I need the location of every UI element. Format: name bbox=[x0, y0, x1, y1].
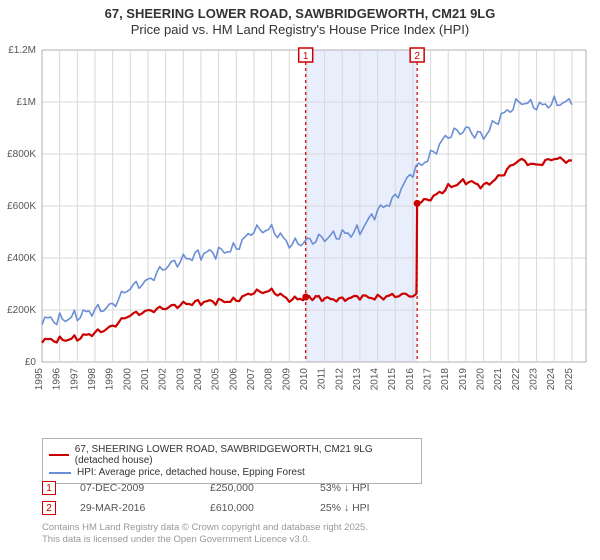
svg-text:2021: 2021 bbox=[493, 368, 504, 391]
marker-pct-1: 53% ↓ HPI bbox=[320, 482, 440, 494]
marker-badge-1: 1 bbox=[42, 481, 56, 495]
svg-text:£600K: £600K bbox=[7, 201, 36, 212]
svg-text:2011: 2011 bbox=[317, 368, 328, 390]
marker-badge-2: 2 bbox=[42, 501, 56, 515]
svg-text:£1M: £1M bbox=[17, 97, 36, 108]
svg-text:1: 1 bbox=[303, 51, 309, 62]
svg-text:£200K: £200K bbox=[7, 305, 36, 316]
legend-swatch-hpi bbox=[49, 472, 71, 474]
svg-text:2009: 2009 bbox=[281, 368, 292, 391]
svg-text:2023: 2023 bbox=[529, 368, 540, 391]
marker-table: 1 07-DEC-2009 £250,000 53% ↓ HPI 2 29-MA… bbox=[42, 478, 440, 518]
marker-date-1: 07-DEC-2009 bbox=[80, 482, 210, 494]
svg-text:2005: 2005 bbox=[211, 368, 222, 391]
svg-text:£0: £0 bbox=[25, 357, 37, 368]
svg-text:2008: 2008 bbox=[264, 368, 275, 391]
svg-text:2016: 2016 bbox=[405, 368, 416, 391]
legend-row-hpi: HPI: Average price, detached house, Eppi… bbox=[49, 467, 415, 478]
title-line2: Price paid vs. HM Land Registry's House … bbox=[0, 22, 600, 38]
svg-text:2022: 2022 bbox=[511, 368, 522, 391]
marker-date-2: 29-MAR-2016 bbox=[80, 502, 210, 514]
chart-svg: £0£200K£400K£600K£800K£1M£1.2M1995199619… bbox=[42, 46, 590, 406]
svg-text:2: 2 bbox=[414, 51, 420, 62]
svg-text:2014: 2014 bbox=[370, 368, 381, 391]
footer-line1: Contains HM Land Registry data © Crown c… bbox=[42, 522, 368, 534]
svg-text:2006: 2006 bbox=[228, 368, 239, 391]
svg-text:2017: 2017 bbox=[423, 368, 434, 391]
marker-price-1: £250,000 bbox=[210, 482, 320, 494]
chart-container: 67, SHEERING LOWER ROAD, SAWBRIDGEWORTH,… bbox=[0, 0, 600, 560]
legend-swatch-price bbox=[49, 454, 69, 456]
legend-label-hpi: HPI: Average price, detached house, Eppi… bbox=[77, 467, 305, 478]
svg-text:2003: 2003 bbox=[175, 368, 186, 391]
marker-pct-2: 25% ↓ HPI bbox=[320, 502, 440, 514]
svg-text:2010: 2010 bbox=[299, 368, 310, 391]
svg-text:2007: 2007 bbox=[246, 368, 257, 391]
svg-text:2018: 2018 bbox=[440, 368, 451, 391]
svg-text:2020: 2020 bbox=[476, 368, 487, 391]
svg-text:1998: 1998 bbox=[87, 368, 98, 391]
svg-text:2002: 2002 bbox=[158, 368, 169, 391]
legend-row-price: 67, SHEERING LOWER ROAD, SAWBRIDGEWORTH,… bbox=[49, 444, 415, 466]
svg-text:2012: 2012 bbox=[334, 368, 345, 391]
svg-text:2024: 2024 bbox=[546, 368, 557, 391]
svg-text:2025: 2025 bbox=[564, 368, 575, 391]
svg-text:2004: 2004 bbox=[193, 368, 204, 391]
svg-text:1999: 1999 bbox=[105, 368, 116, 391]
marker-row-1: 1 07-DEC-2009 £250,000 53% ↓ HPI bbox=[42, 478, 440, 498]
svg-text:2001: 2001 bbox=[140, 368, 151, 391]
marker-price-2: £610,000 bbox=[210, 502, 320, 514]
title-line1: 67, SHEERING LOWER ROAD, SAWBRIDGEWORTH,… bbox=[0, 6, 600, 22]
svg-text:1995: 1995 bbox=[34, 368, 45, 391]
svg-text:2015: 2015 bbox=[387, 368, 398, 391]
svg-text:1996: 1996 bbox=[52, 368, 63, 391]
footer: Contains HM Land Registry data © Crown c… bbox=[42, 522, 368, 546]
svg-text:1997: 1997 bbox=[69, 368, 80, 391]
svg-text:£1.2M: £1.2M bbox=[8, 45, 36, 56]
svg-text:2019: 2019 bbox=[458, 368, 469, 391]
marker-row-2: 2 29-MAR-2016 £610,000 25% ↓ HPI bbox=[42, 498, 440, 518]
title-block: 67, SHEERING LOWER ROAD, SAWBRIDGEWORTH,… bbox=[0, 0, 600, 39]
svg-text:£800K: £800K bbox=[7, 149, 36, 160]
footer-line2: This data is licensed under the Open Gov… bbox=[42, 534, 368, 546]
svg-text:2013: 2013 bbox=[352, 368, 363, 391]
legend-label-price: 67, SHEERING LOWER ROAD, SAWBRIDGEWORTH,… bbox=[75, 444, 415, 466]
svg-text:£400K: £400K bbox=[7, 253, 36, 264]
svg-text:2000: 2000 bbox=[122, 368, 133, 391]
